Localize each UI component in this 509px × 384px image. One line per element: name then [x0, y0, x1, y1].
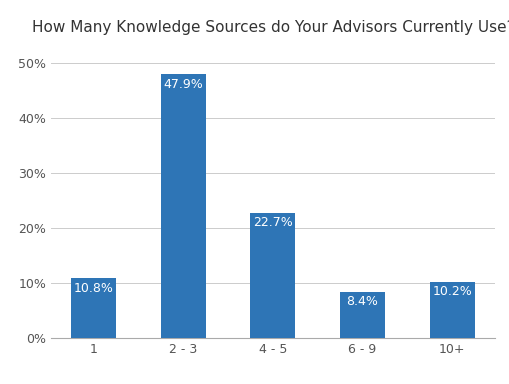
Title: How Many Knowledge Sources do Your Advisors Currently Use?: How Many Knowledge Sources do Your Advis… [32, 20, 509, 35]
Text: 47.9%: 47.9% [163, 78, 203, 91]
Bar [340, 292, 384, 338]
Text: 10.2%: 10.2% [432, 285, 471, 298]
Text: 8.4%: 8.4% [346, 295, 378, 308]
Bar [429, 282, 473, 338]
Bar [71, 278, 116, 338]
Text: 22.7%: 22.7% [252, 216, 292, 229]
Bar [160, 74, 205, 338]
Bar [250, 213, 295, 338]
Text: 10.8%: 10.8% [73, 282, 114, 295]
